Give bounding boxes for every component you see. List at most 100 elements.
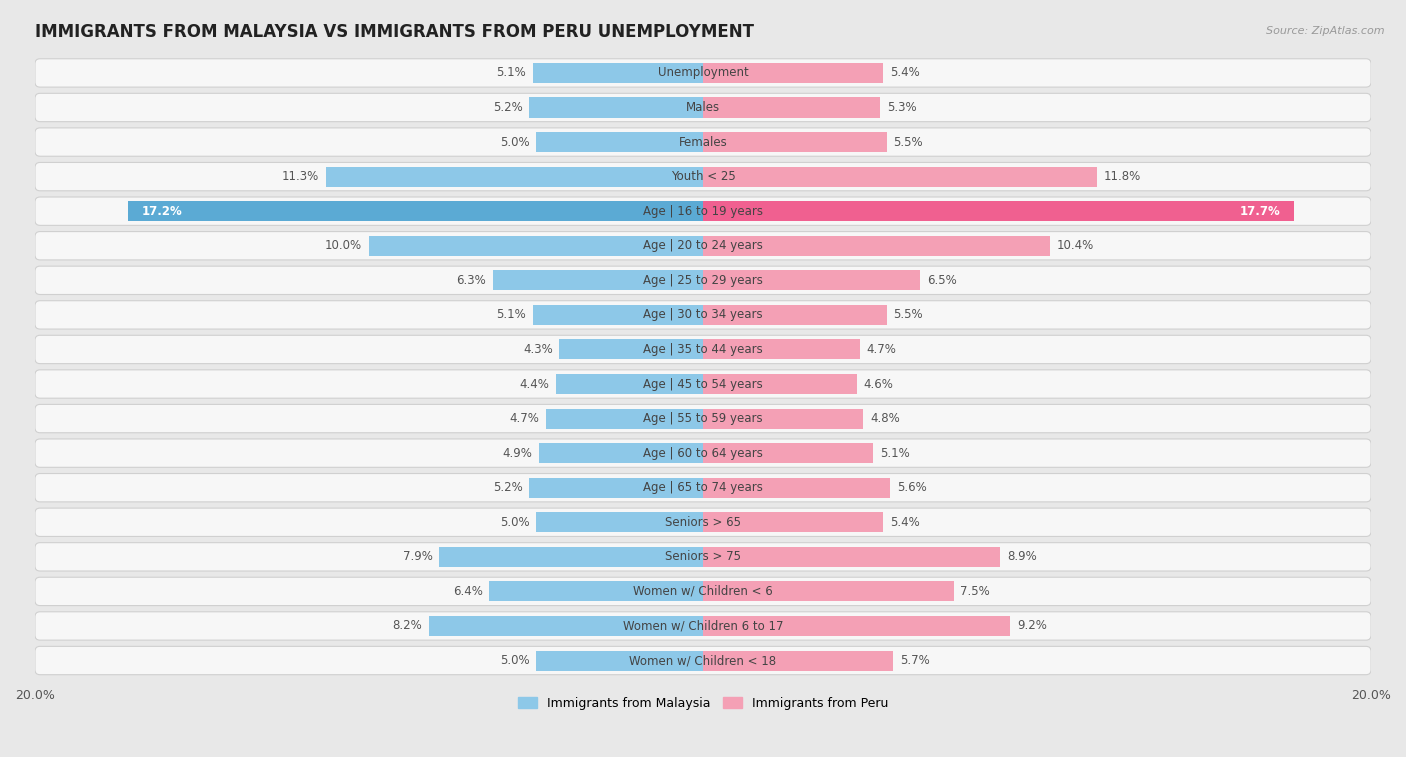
FancyBboxPatch shape — [35, 646, 1371, 674]
Bar — [489, 581, 703, 601]
FancyBboxPatch shape — [35, 93, 1371, 122]
Text: 4.9%: 4.9% — [503, 447, 533, 459]
Bar — [703, 616, 1011, 636]
Text: 5.4%: 5.4% — [890, 67, 920, 79]
FancyBboxPatch shape — [35, 163, 1371, 191]
Text: 11.8%: 11.8% — [1104, 170, 1142, 183]
Text: 7.9%: 7.9% — [402, 550, 433, 563]
Legend: Immigrants from Malaysia, Immigrants from Peru: Immigrants from Malaysia, Immigrants fro… — [513, 692, 893, 715]
Text: IMMIGRANTS FROM MALAYSIA VS IMMIGRANTS FROM PERU UNEMPLOYMENT: IMMIGRANTS FROM MALAYSIA VS IMMIGRANTS F… — [35, 23, 754, 41]
Bar — [703, 547, 1000, 567]
Bar — [703, 512, 883, 532]
Text: Women w/ Children < 18: Women w/ Children < 18 — [630, 654, 776, 667]
FancyBboxPatch shape — [35, 439, 1371, 467]
FancyBboxPatch shape — [35, 474, 1371, 502]
Bar — [703, 339, 860, 360]
Text: 4.6%: 4.6% — [863, 378, 893, 391]
Text: 5.5%: 5.5% — [893, 308, 922, 322]
Bar — [492, 270, 703, 291]
Text: Females: Females — [679, 136, 727, 148]
FancyBboxPatch shape — [35, 266, 1371, 294]
Text: 5.2%: 5.2% — [494, 481, 523, 494]
Bar — [703, 270, 920, 291]
FancyBboxPatch shape — [35, 232, 1371, 260]
Text: 5.4%: 5.4% — [890, 516, 920, 529]
FancyBboxPatch shape — [35, 197, 1371, 226]
FancyBboxPatch shape — [35, 404, 1371, 433]
Text: Seniors > 65: Seniors > 65 — [665, 516, 741, 529]
Bar — [536, 512, 703, 532]
Bar — [703, 201, 1295, 221]
FancyBboxPatch shape — [35, 508, 1371, 537]
Text: 4.7%: 4.7% — [509, 412, 540, 425]
Text: 5.5%: 5.5% — [893, 136, 922, 148]
Bar — [326, 167, 703, 187]
Text: Age | 20 to 24 years: Age | 20 to 24 years — [643, 239, 763, 252]
Bar — [533, 305, 703, 325]
Text: Age | 16 to 19 years: Age | 16 to 19 years — [643, 204, 763, 218]
Bar — [368, 235, 703, 256]
Text: 5.3%: 5.3% — [887, 101, 917, 114]
Text: 8.2%: 8.2% — [392, 619, 422, 632]
Text: Women w/ Children 6 to 17: Women w/ Children 6 to 17 — [623, 619, 783, 632]
FancyBboxPatch shape — [35, 335, 1371, 363]
Text: 9.2%: 9.2% — [1017, 619, 1047, 632]
Text: 11.3%: 11.3% — [281, 170, 319, 183]
Bar — [529, 98, 703, 117]
Bar — [560, 339, 703, 360]
Text: Youth < 25: Youth < 25 — [671, 170, 735, 183]
Text: 7.5%: 7.5% — [960, 585, 990, 598]
Text: Source: ZipAtlas.com: Source: ZipAtlas.com — [1267, 26, 1385, 36]
Text: 5.6%: 5.6% — [897, 481, 927, 494]
Text: Age | 65 to 74 years: Age | 65 to 74 years — [643, 481, 763, 494]
Bar — [533, 63, 703, 83]
Text: 4.8%: 4.8% — [870, 412, 900, 425]
FancyBboxPatch shape — [35, 612, 1371, 640]
Bar — [703, 478, 890, 498]
Bar — [703, 167, 1097, 187]
Text: 10.0%: 10.0% — [325, 239, 363, 252]
Text: Age | 30 to 34 years: Age | 30 to 34 years — [643, 308, 763, 322]
Text: 17.2%: 17.2% — [142, 204, 183, 218]
Bar — [439, 547, 703, 567]
Text: 8.9%: 8.9% — [1007, 550, 1036, 563]
Bar — [536, 132, 703, 152]
Bar — [546, 409, 703, 428]
Bar — [703, 132, 887, 152]
Text: Age | 60 to 64 years: Age | 60 to 64 years — [643, 447, 763, 459]
Bar — [128, 201, 703, 221]
Text: 4.3%: 4.3% — [523, 343, 553, 356]
Bar — [429, 616, 703, 636]
Bar — [703, 409, 863, 428]
Text: 10.4%: 10.4% — [1057, 239, 1094, 252]
Text: Age | 55 to 59 years: Age | 55 to 59 years — [643, 412, 763, 425]
Text: Males: Males — [686, 101, 720, 114]
Text: 6.3%: 6.3% — [456, 274, 486, 287]
Bar — [703, 650, 893, 671]
Text: 4.4%: 4.4% — [519, 378, 550, 391]
FancyBboxPatch shape — [35, 59, 1371, 87]
Text: 17.7%: 17.7% — [1240, 204, 1281, 218]
Bar — [536, 650, 703, 671]
Text: Age | 45 to 54 years: Age | 45 to 54 years — [643, 378, 763, 391]
Text: Women w/ Children < 6: Women w/ Children < 6 — [633, 585, 773, 598]
Bar — [540, 443, 703, 463]
Bar — [703, 98, 880, 117]
Bar — [703, 581, 953, 601]
Bar — [703, 63, 883, 83]
FancyBboxPatch shape — [35, 578, 1371, 606]
Text: Age | 35 to 44 years: Age | 35 to 44 years — [643, 343, 763, 356]
Text: 6.5%: 6.5% — [927, 274, 956, 287]
Text: 4.7%: 4.7% — [866, 343, 897, 356]
Text: Unemployment: Unemployment — [658, 67, 748, 79]
Text: 5.2%: 5.2% — [494, 101, 523, 114]
Bar — [529, 478, 703, 498]
Text: 6.4%: 6.4% — [453, 585, 482, 598]
FancyBboxPatch shape — [35, 128, 1371, 156]
FancyBboxPatch shape — [35, 370, 1371, 398]
Text: 5.7%: 5.7% — [900, 654, 929, 667]
Bar — [703, 374, 856, 394]
Text: Age | 25 to 29 years: Age | 25 to 29 years — [643, 274, 763, 287]
Text: Seniors > 75: Seniors > 75 — [665, 550, 741, 563]
Text: 5.0%: 5.0% — [499, 136, 529, 148]
